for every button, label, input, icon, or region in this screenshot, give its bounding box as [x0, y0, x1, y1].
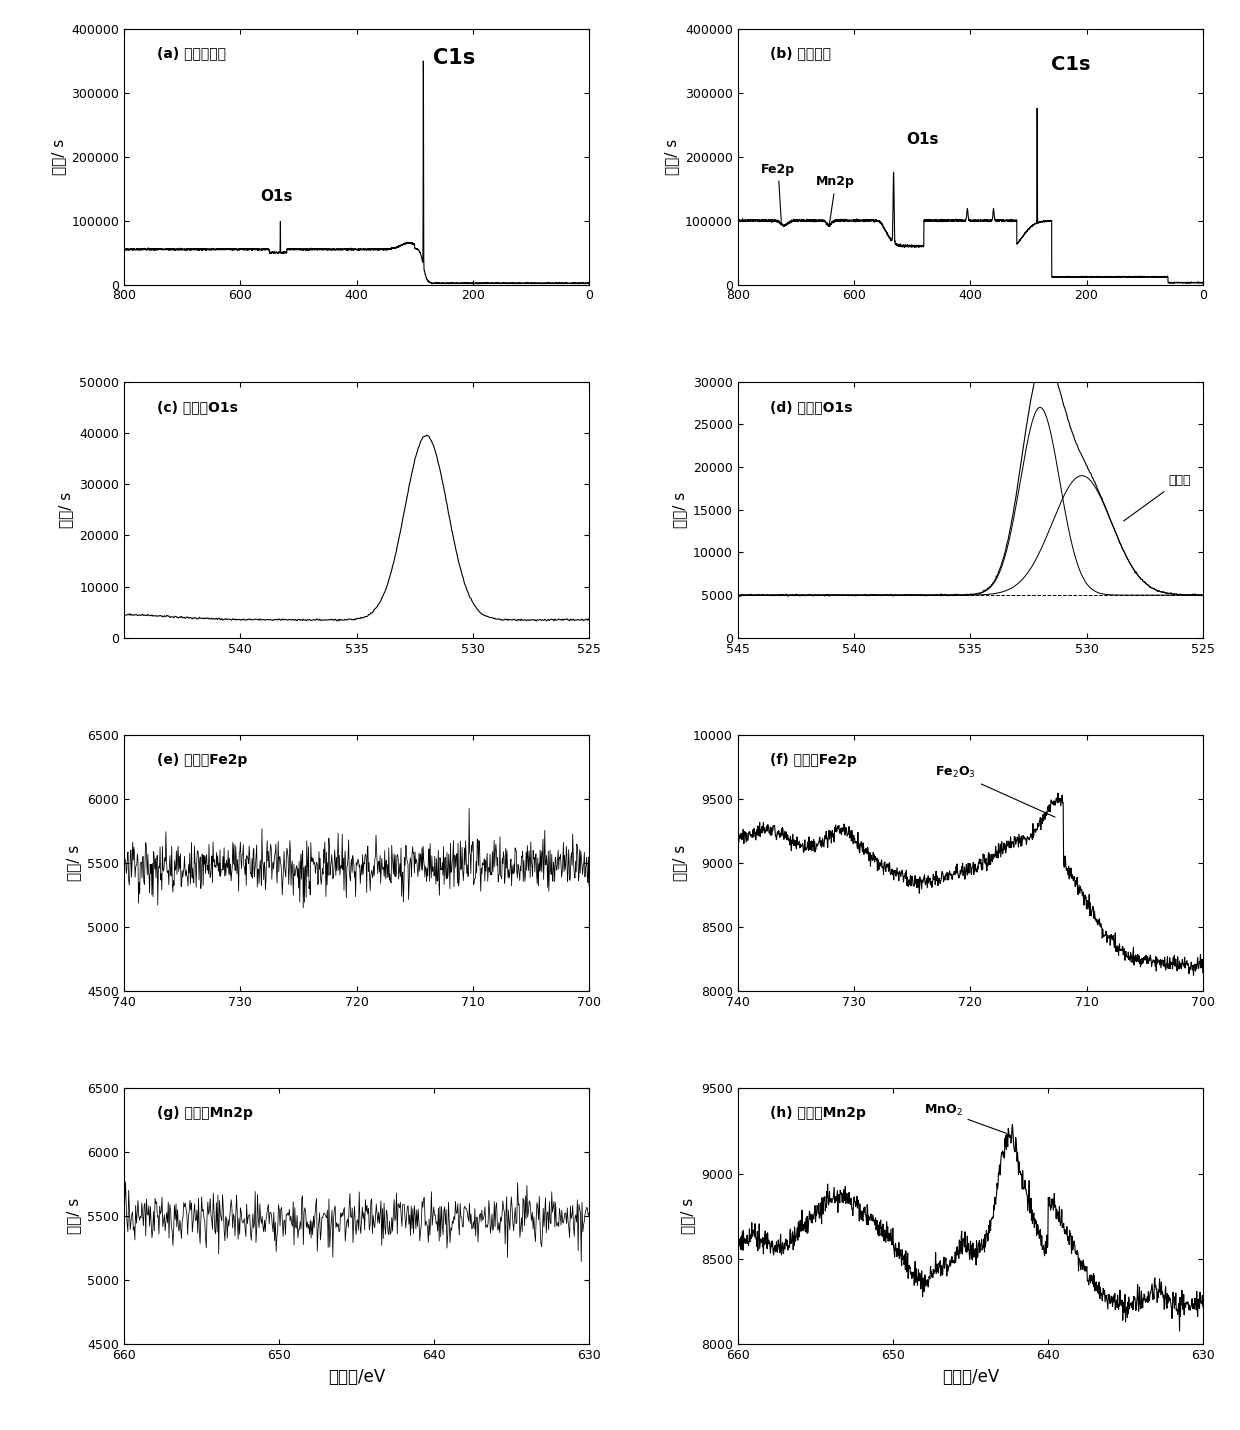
Text: 氧化物: 氧化物 [1123, 475, 1190, 521]
Text: C1s: C1s [1050, 56, 1090, 74]
Text: (d) 改性后O1s: (d) 改性后O1s [770, 400, 853, 413]
Text: MnO$_2$: MnO$_2$ [924, 1103, 1007, 1134]
Y-axis label: 脉冲/ s: 脉冲/ s [681, 1198, 696, 1234]
Text: (e) 改性前Fe2p: (e) 改性前Fe2p [156, 754, 247, 766]
Text: (h) 改性后Mn2p: (h) 改性后Mn2p [770, 1107, 867, 1120]
Text: Fe$_2$O$_3$: Fe$_2$O$_3$ [935, 765, 1055, 817]
Text: (g) 改性前Mn2p: (g) 改性前Mn2p [156, 1107, 253, 1120]
Text: (f) 改性后Fe2p: (f) 改性后Fe2p [770, 754, 857, 766]
Y-axis label: 脉冲/ s: 脉冲/ s [58, 492, 73, 528]
Y-axis label: 脉冲/ s: 脉冲/ s [672, 492, 687, 528]
Y-axis label: 脉冲/ s: 脉冲/ s [67, 1198, 82, 1234]
X-axis label: 结合能/eV: 结合能/eV [941, 1367, 999, 1386]
Text: (a) 改性前藻粉: (a) 改性前藻粉 [156, 47, 226, 60]
Text: Fe2p: Fe2p [761, 163, 795, 222]
Y-axis label: 脉冲/ s: 脉冲/ s [67, 845, 82, 881]
Text: (c) 改性前O1s: (c) 改性前O1s [156, 400, 237, 413]
Text: Mn2p: Mn2p [816, 176, 856, 223]
Text: (b) 改性藻粉: (b) 改性藻粉 [770, 47, 831, 60]
Text: O1s: O1s [260, 189, 293, 204]
Y-axis label: 脉冲/ s: 脉冲/ s [51, 139, 66, 174]
Y-axis label: 脉冲/ s: 脉冲/ s [665, 139, 680, 174]
Y-axis label: 脉冲/ s: 脉冲/ s [672, 845, 687, 881]
X-axis label: 结合能/eV: 结合能/eV [327, 1367, 386, 1386]
Text: O1s: O1s [906, 132, 939, 147]
Text: C1s: C1s [433, 47, 475, 67]
